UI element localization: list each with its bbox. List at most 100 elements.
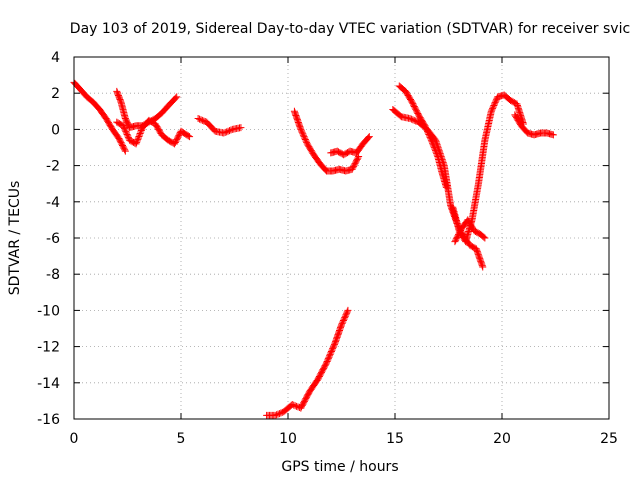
data-point xyxy=(323,357,331,365)
data-point xyxy=(198,116,206,124)
data-point xyxy=(432,138,440,146)
series-arc-4 xyxy=(194,115,245,137)
data-point xyxy=(196,115,204,123)
data-point xyxy=(124,133,132,141)
data-point xyxy=(438,156,446,164)
data-points xyxy=(70,78,557,419)
x-tick-label: 25 xyxy=(600,431,618,447)
data-point xyxy=(301,136,309,144)
data-point xyxy=(480,233,488,241)
data-point xyxy=(354,154,362,162)
data-point xyxy=(326,352,334,360)
series-arc-5 xyxy=(290,107,363,175)
data-point xyxy=(133,138,141,146)
data-point xyxy=(329,343,337,351)
data-point xyxy=(133,137,141,145)
series-arc-11 xyxy=(451,216,489,246)
data-point xyxy=(407,115,415,123)
data-point xyxy=(489,104,497,112)
data-point xyxy=(549,131,557,139)
data-point xyxy=(220,129,228,137)
grid-lines xyxy=(74,57,609,419)
data-point xyxy=(121,147,129,155)
data-point xyxy=(341,314,349,322)
data-point xyxy=(132,140,140,148)
data-point xyxy=(122,129,130,137)
data-point xyxy=(437,153,445,161)
series-arc-9 xyxy=(389,105,487,271)
y-tick-label: -12 xyxy=(37,340,60,356)
data-point xyxy=(120,123,128,131)
data-point xyxy=(194,115,202,123)
data-point xyxy=(273,411,281,419)
data-point xyxy=(327,349,335,357)
data-point xyxy=(435,145,443,153)
data-point xyxy=(274,410,282,418)
data-point xyxy=(121,146,129,154)
series-arc-6 xyxy=(327,133,373,159)
series-arc-12 xyxy=(511,111,557,139)
data-point xyxy=(136,131,144,139)
y-axis-label: SDTVAR / TECUs xyxy=(7,181,23,296)
data-point xyxy=(481,234,489,242)
data-point xyxy=(344,306,352,314)
y-tick-label: 0 xyxy=(51,122,60,138)
data-point xyxy=(288,401,296,409)
data-point xyxy=(123,130,131,138)
axis-ticks xyxy=(73,56,610,420)
data-point xyxy=(338,321,345,329)
data-point xyxy=(173,93,181,101)
data-point xyxy=(271,411,279,419)
data-point xyxy=(433,141,441,149)
data-point xyxy=(326,350,334,358)
data-point xyxy=(436,148,444,156)
data-point xyxy=(136,130,144,138)
data-point xyxy=(227,126,235,134)
data-point xyxy=(479,263,487,271)
data-point xyxy=(339,317,347,325)
data-point xyxy=(439,157,447,165)
data-point xyxy=(434,142,442,150)
data-point xyxy=(119,122,127,130)
data-point xyxy=(330,342,338,350)
data-point xyxy=(440,160,448,168)
data-point xyxy=(328,346,336,354)
data-point xyxy=(224,127,232,135)
data-point xyxy=(327,348,335,356)
data-point xyxy=(200,117,208,125)
data-point xyxy=(297,125,305,133)
data-point xyxy=(298,128,306,136)
data-point xyxy=(223,128,231,136)
data-point xyxy=(491,100,499,108)
series-arc-1 xyxy=(70,78,129,155)
data-point xyxy=(343,308,351,316)
y-tick-label: -10 xyxy=(37,303,60,319)
x-axis-label: GPS time / hours xyxy=(281,459,398,475)
y-tick-label: -8 xyxy=(46,267,60,283)
data-point xyxy=(290,401,298,409)
data-point xyxy=(434,144,442,152)
data-point xyxy=(406,115,414,123)
data-point xyxy=(341,312,349,320)
data-point xyxy=(355,153,363,161)
data-point xyxy=(324,355,332,363)
y-tick-label: -14 xyxy=(37,376,60,392)
y-tick-label: -6 xyxy=(46,231,60,247)
data-point xyxy=(135,132,143,140)
data-point xyxy=(338,319,346,327)
series-arc-8 xyxy=(395,82,450,191)
data-point xyxy=(491,99,499,107)
data-point xyxy=(300,133,308,141)
data-point xyxy=(325,353,333,361)
data-point xyxy=(364,134,372,142)
data-point xyxy=(433,139,441,147)
data-point xyxy=(490,102,498,110)
data-point xyxy=(299,130,307,138)
data-point xyxy=(124,132,132,140)
data-point xyxy=(299,131,307,139)
y-tick-label: -16 xyxy=(37,412,60,428)
data-point xyxy=(487,107,495,115)
data-point xyxy=(492,97,500,105)
